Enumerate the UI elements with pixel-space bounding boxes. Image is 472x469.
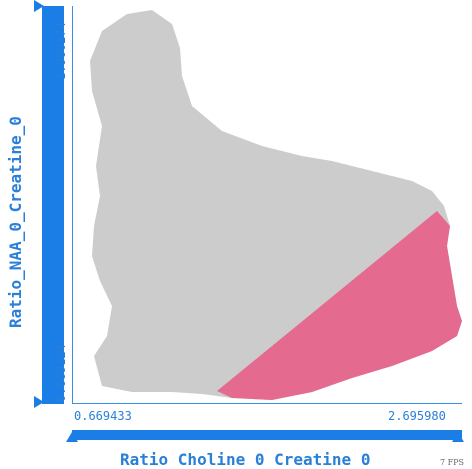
y-max-tick: 1.960274 [54,22,68,80]
x-range-min-handle[interactable] [66,432,78,442]
y-range-min-handle[interactable] [34,396,44,408]
x-axis-range-slider[interactable] [72,430,462,440]
plot-frame [72,6,462,404]
y-range-max-handle[interactable] [34,0,44,12]
y-min-tick: 0.669124 [54,344,68,402]
x-min-tick: 0.669433 [74,409,132,423]
x-range-max-handle[interactable] [452,432,464,442]
scatter-plot[interactable] [72,6,462,404]
x-axis-label: Ratio Choline 0 Creatine 0 [120,450,371,469]
fps-counter: 7 FPS [439,458,464,467]
y-axis-label: Ratio_NAA_0_Creatine_0 [6,116,25,328]
selection-region[interactable] [217,211,462,400]
x-max-tick: 2.695980 [388,409,446,423]
y-axis-range-slider[interactable] [42,6,64,404]
